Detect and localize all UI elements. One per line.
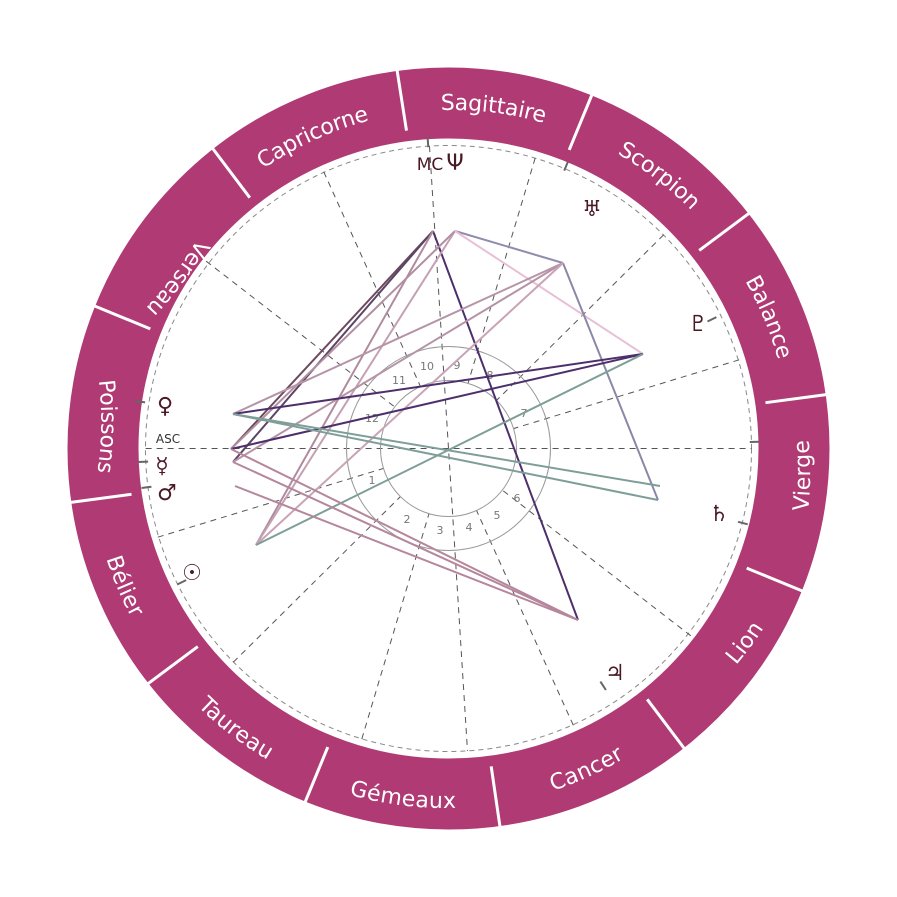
house-ring-inner (380, 380, 517, 517)
aspect-line (230, 448, 579, 621)
aspect-line (562, 262, 659, 501)
aspect-line (230, 230, 456, 450)
tick (599, 681, 607, 691)
aspect-line (232, 413, 661, 487)
aspect-line (255, 230, 434, 546)
tick (135, 399, 146, 404)
house-number: 10 (420, 360, 434, 373)
sun-icon: ☉ (182, 561, 202, 586)
saturn-icon: ♄ (709, 502, 729, 527)
aspect-line (232, 353, 644, 415)
planets: Ψ ♅ ♇ ♄ ♃ ☉ ♂ ☿ ♀ (155, 151, 729, 686)
sign-divider (66, 492, 132, 505)
house-number: 2 (404, 513, 411, 526)
midheaven-label: MC (417, 155, 444, 175)
sign-divider (646, 698, 687, 752)
sign-divider (210, 145, 251, 199)
tick (176, 579, 187, 586)
tick (737, 520, 748, 526)
sign-label: Poissons (91, 379, 120, 475)
pluto-icon: ♇ (688, 312, 708, 337)
sign-divider (746, 566, 808, 595)
aspect-line (232, 230, 434, 463)
aspect-line (230, 353, 644, 450)
aspect-line (232, 413, 659, 501)
mars-icon: ♂ (157, 481, 177, 506)
zodiac-band (67, 67, 830, 830)
aspect-line (255, 262, 564, 546)
tick (141, 485, 152, 489)
aspect-line (230, 230, 434, 450)
house-number: 5 (494, 509, 501, 522)
house-number: 11 (392, 374, 406, 387)
sign-divider (765, 392, 831, 405)
aspect-line (232, 262, 564, 463)
aspect-line (454, 230, 564, 264)
ascendant-label: ASC (156, 432, 180, 446)
house-number: 9 (454, 359, 461, 372)
sign-divider (144, 645, 199, 687)
sign-label: Vierge (789, 439, 816, 512)
jupiter-icon: ♃ (605, 661, 625, 686)
house-number: 1 (369, 474, 376, 487)
neptune-icon: Ψ (446, 151, 463, 176)
mercury-icon: ☿ (155, 454, 169, 479)
sign-divider (301, 746, 330, 809)
aspect-line (232, 262, 564, 415)
house-number: 3 (437, 524, 444, 537)
midheaven-line (429, 146, 468, 751)
sign-divider (489, 766, 503, 832)
aspect-line (234, 485, 579, 621)
house-number: 6 (514, 492, 521, 505)
uranus-icon: ♅ (582, 197, 602, 222)
tick (426, 137, 430, 148)
inner-boundary (145, 145, 752, 752)
tick (563, 161, 570, 171)
house-ring-outer (346, 346, 551, 551)
house-cusp (501, 489, 692, 637)
house-number: 4 (466, 521, 473, 534)
sign-divider (394, 65, 408, 131)
sign-divider (698, 210, 753, 252)
tick (707, 316, 717, 323)
aspect-lines (230, 230, 661, 621)
sign-divider (567, 88, 596, 151)
sign-divider (89, 302, 151, 331)
aspect-line (232, 461, 579, 621)
aspect-line (454, 230, 644, 355)
aspect-line (432, 230, 579, 621)
degree-ticks (135, 137, 760, 691)
venus-icon: ♀ (157, 394, 173, 419)
